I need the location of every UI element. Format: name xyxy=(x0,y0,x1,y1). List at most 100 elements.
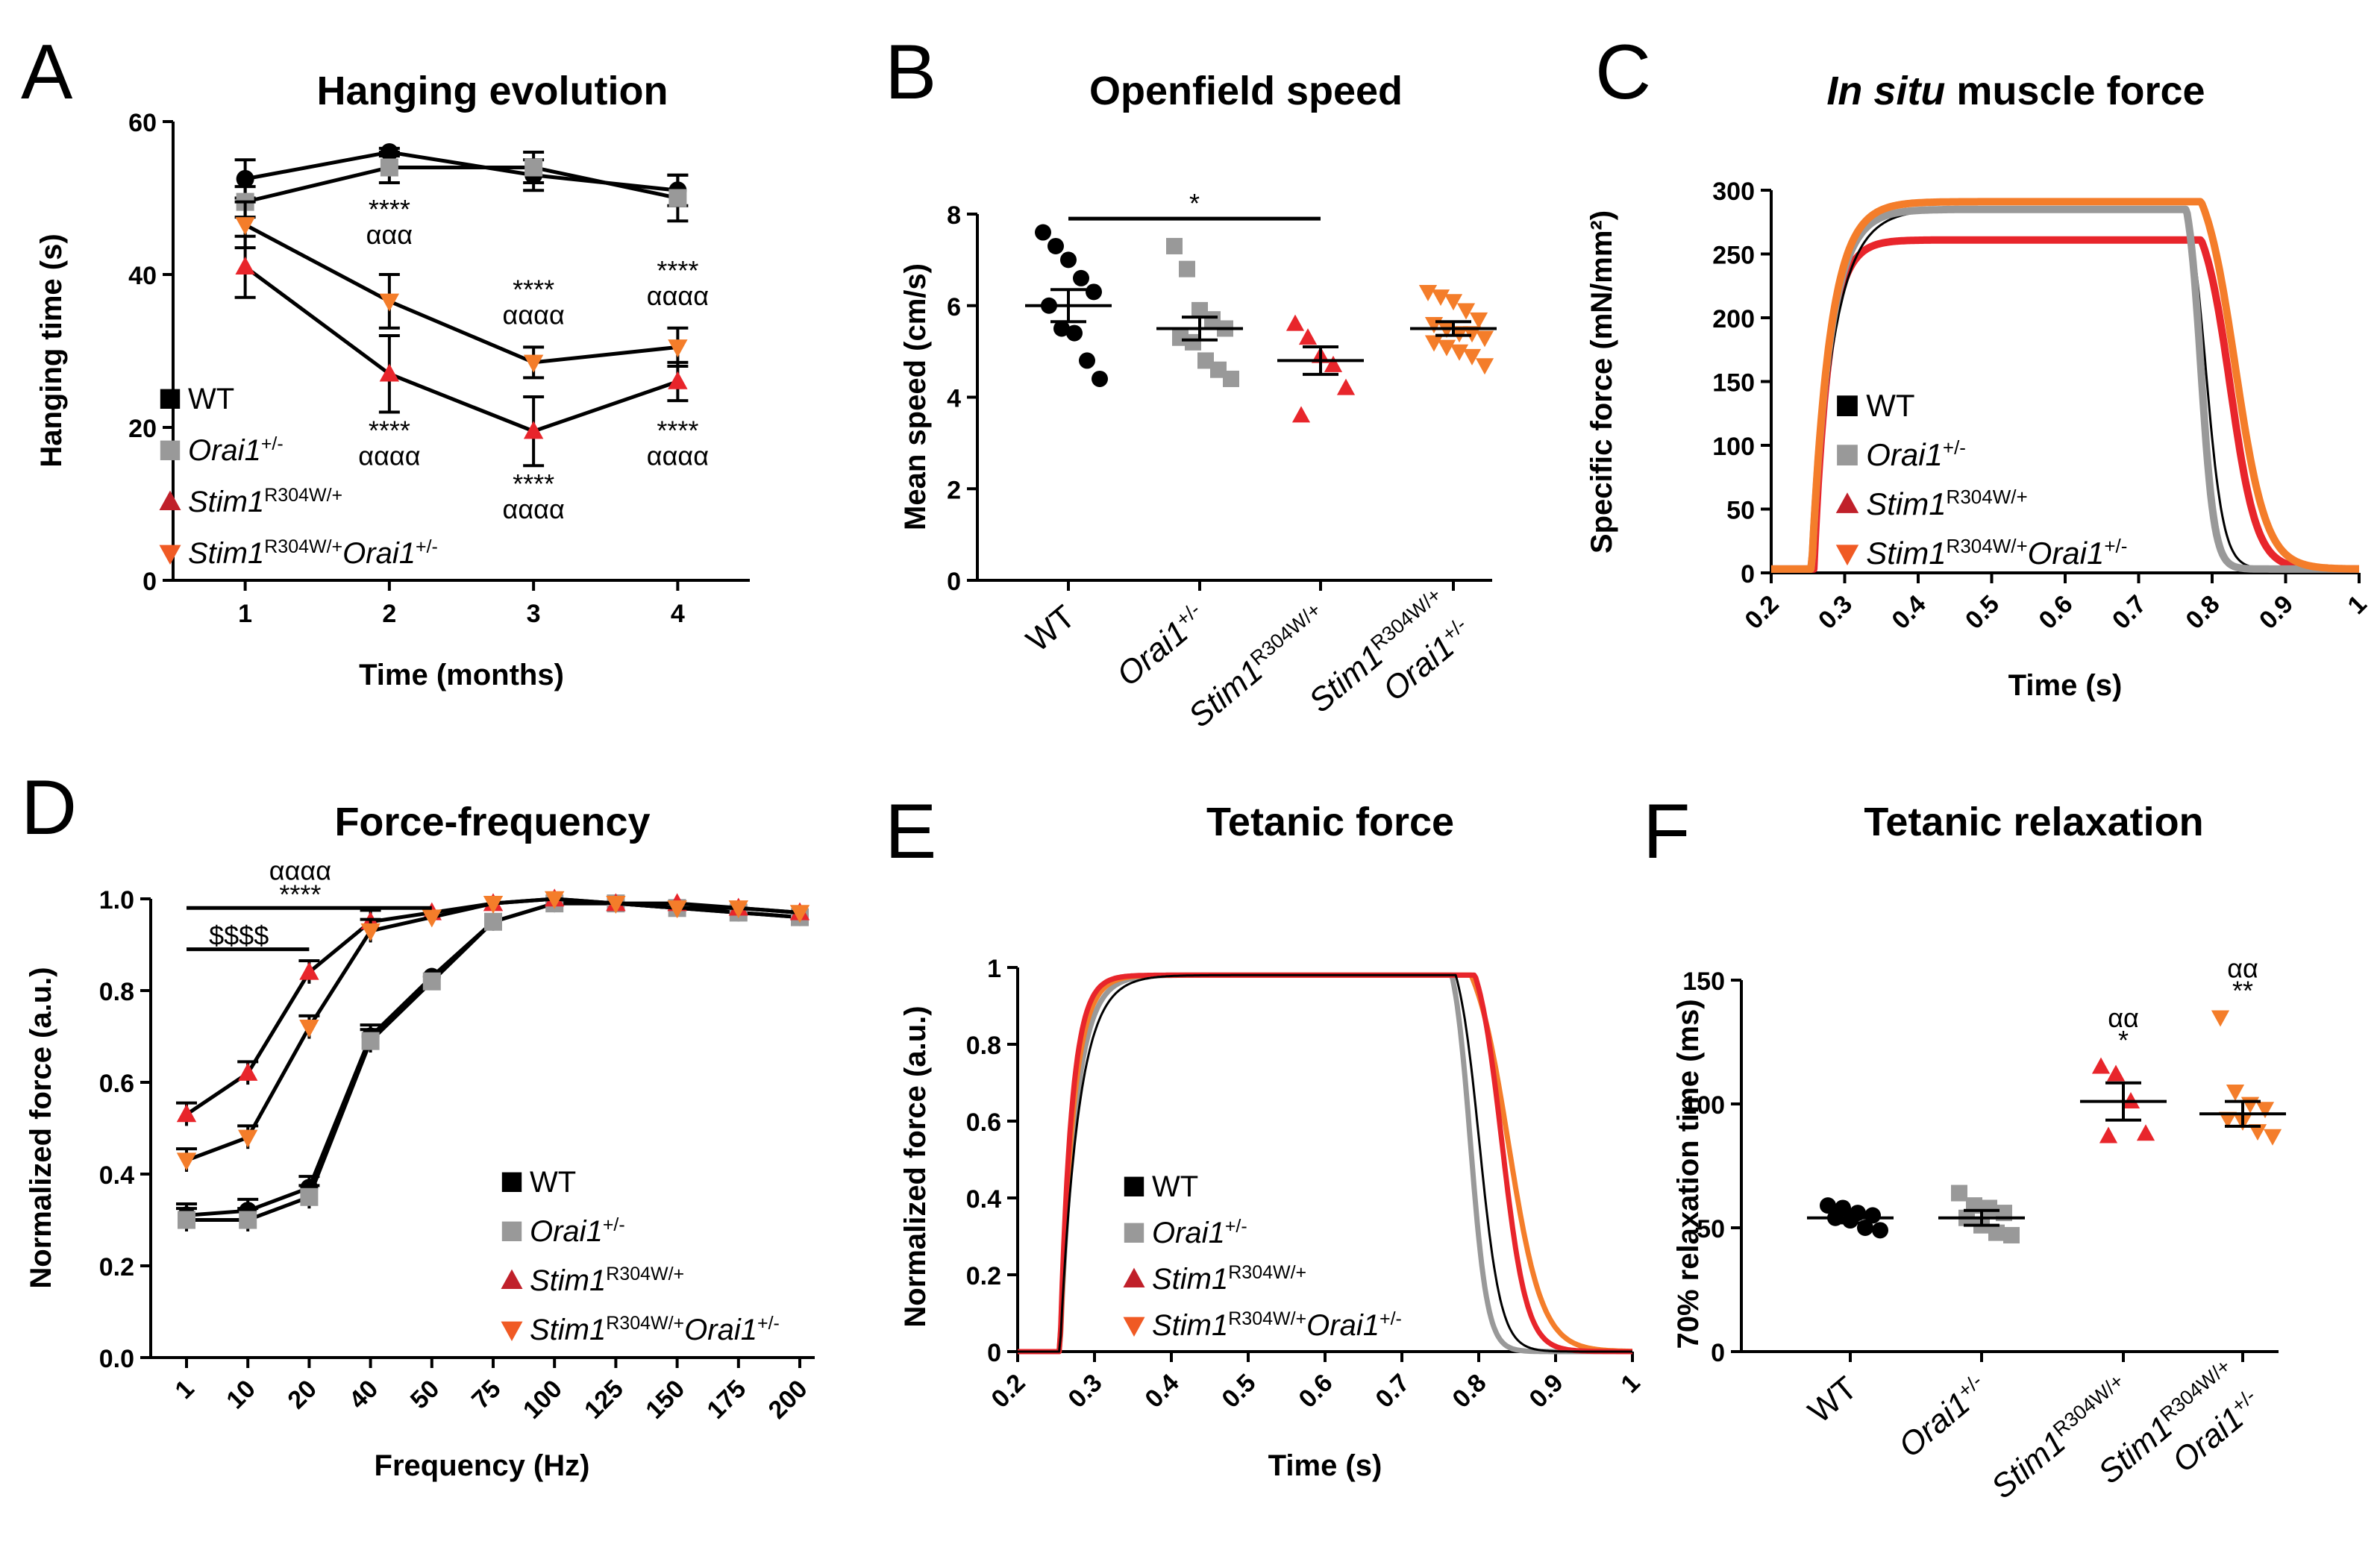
xtick-label-B-Orai1: Orai1+/- xyxy=(1110,598,1204,693)
data-point-B-Orai1 xyxy=(1223,370,1239,387)
legend-label-Orai1: Orai1+/- xyxy=(188,433,284,467)
ytick-label-F: 0 xyxy=(1711,1339,1725,1367)
ytick-label-D: 1.0 xyxy=(99,886,134,914)
data-point-B-Stim1 xyxy=(1324,355,1343,372)
legend-marker-Orai1 xyxy=(160,440,181,460)
xtick-label-E: 0.6 xyxy=(1293,1369,1338,1414)
xtick-label-E: 0.8 xyxy=(1447,1369,1491,1414)
xtick-label-C: 0.7 xyxy=(2107,590,2152,635)
xtick-label-E: 0.4 xyxy=(1139,1369,1184,1414)
data-point-B-Stim1 xyxy=(1291,406,1311,423)
ytick-label-D: 0.2 xyxy=(99,1253,134,1281)
ytick-label-B: 8 xyxy=(947,201,961,230)
data-point-D-Orai1 xyxy=(300,1188,319,1206)
data-point-A-Stim1Orai1 xyxy=(379,293,400,312)
legend-label-Orai1: Orai1+/- xyxy=(530,1214,625,1248)
legend-label-WT: WT xyxy=(1866,388,1914,423)
chart-title-F: Tetanic relaxation xyxy=(1864,800,2203,844)
legend-label-Orai1: Orai1+/- xyxy=(1152,1216,1247,1249)
y-axis-label-A: Hanging time (s) xyxy=(35,233,68,467)
data-point-F-Orai1 xyxy=(1981,1199,1997,1217)
legend-marker-WT xyxy=(501,1172,522,1192)
ytick-label-F: 100 xyxy=(1682,1091,1725,1120)
xtick-label-C: 1 xyxy=(2342,590,2372,620)
data-point-F-Stim1Orai1 xyxy=(2218,1111,2237,1129)
data-point-D-Stim1Orai1 xyxy=(299,1020,319,1038)
legend-label-Stim1Orai1: Stim1R304W/+Orai1+/- xyxy=(1866,535,2127,571)
ytick-label-C: 150 xyxy=(1712,369,1755,398)
annotation-stars-A: **** xyxy=(369,194,410,225)
data-point-D-Stim1Orai1 xyxy=(483,895,504,914)
legend-marker-WT xyxy=(1124,1176,1144,1196)
data-point-D-Orai1 xyxy=(484,912,502,931)
xtick-label-E: 0.5 xyxy=(1216,1369,1261,1414)
data-point-B-Stim1Orai1 xyxy=(1437,339,1456,357)
xtick-label-B-Stim1Orai1: Stim1R304W/+Orai1+/- xyxy=(1302,583,1471,720)
ytick-label-C: 50 xyxy=(1726,497,1755,525)
legend-label-Stim1Orai1: Stim1R304W/+Orai1+/- xyxy=(1152,1308,1402,1342)
xtick-label-D: 150 xyxy=(640,1375,690,1425)
x-axis-label-C: Time (s) xyxy=(2008,669,2123,702)
xtick-label-E: 0.9 xyxy=(1523,1369,1568,1414)
data-point-A-Stim1 xyxy=(668,371,688,389)
data-point-F-WT xyxy=(1820,1197,1836,1214)
ytick-label-F: 150 xyxy=(1682,967,1725,996)
data-point-A-Stim1Orai1 xyxy=(523,354,544,373)
data-point-F-WT xyxy=(1872,1222,1888,1239)
panel-label-F: F xyxy=(1643,788,1691,875)
data-point-D-Stim1Orai1 xyxy=(422,909,442,928)
ytick-label-D: 0.4 xyxy=(99,1161,134,1190)
data-point-D-Orai1 xyxy=(422,972,441,991)
data-point-B-Stim1Orai1 xyxy=(1450,344,1469,361)
data-point-B-Orai1 xyxy=(1191,301,1208,319)
ytick-label-C: 300 xyxy=(1712,178,1755,206)
data-point-A-Stim1Orai1 xyxy=(668,339,688,358)
annotation-alphas-A: ααα xyxy=(366,219,413,250)
data-point-B-Stim1 xyxy=(1336,378,1356,395)
xtick-label-E: 0.7 xyxy=(1370,1369,1415,1414)
data-point-A-Orai1 xyxy=(380,158,398,177)
ytick-label-C: 100 xyxy=(1712,433,1755,461)
data-point-B-Stim1 xyxy=(1298,328,1318,345)
xtick-label-D: 125 xyxy=(579,1375,629,1425)
ytick-label-A: 40 xyxy=(128,262,157,290)
xtick-label-A: 2 xyxy=(382,600,396,628)
xtick-text: WT xyxy=(1020,598,1083,659)
legend-marker-Stim1 xyxy=(501,1269,523,1290)
xtick-label-C: 0.4 xyxy=(1886,590,1931,635)
data-point-B-Orai1 xyxy=(1172,329,1189,346)
series-line-C-Orai1 xyxy=(1769,205,2361,573)
data-point-F-Stim1 xyxy=(2099,1126,2118,1143)
bracket-label-D: **** xyxy=(279,879,321,909)
x-axis-label-E: Time (s) xyxy=(1268,1449,1382,1482)
y-axis-label-D: Normalized force (a.u.) xyxy=(25,967,57,1288)
series-line-C-WT xyxy=(1771,208,2359,571)
data-point-A-Stim1 xyxy=(523,421,544,439)
series-line-E-Stim1Orai1 xyxy=(1016,972,1634,1355)
ytick-label-A: 60 xyxy=(128,109,157,137)
data-point-B-Stim1Orai1 xyxy=(1469,312,1488,329)
data-point-B-Stim1Orai1 xyxy=(1475,330,1494,348)
data-point-D-Stim1 xyxy=(299,961,319,980)
annotation-alphas-F: αα xyxy=(2227,953,2258,984)
xtick-label-D: 20 xyxy=(282,1375,322,1415)
ytick-label-B: 2 xyxy=(947,476,961,504)
data-point-D-Orai1 xyxy=(239,1211,257,1229)
data-point-B-WT xyxy=(1086,283,1102,301)
data-point-A-Stim1 xyxy=(235,256,255,274)
xtick-label-E: 0.3 xyxy=(1062,1369,1107,1414)
xtick-label-C: 0.9 xyxy=(2254,590,2299,635)
data-point-B-WT xyxy=(1053,320,1070,337)
series-line-A-Orai1 xyxy=(245,166,678,204)
bracket-label-D: $$$$ xyxy=(209,920,269,951)
chart-title-E: Tetanic force xyxy=(1206,800,1454,844)
x-axis-label-A: Time (months) xyxy=(359,659,564,691)
xtick-label-A: 4 xyxy=(671,600,685,628)
annotation-stars-F: ** xyxy=(2232,976,2253,1006)
data-point-B-Stim1Orai1 xyxy=(1424,335,1444,352)
legend-label-Stim1: Stim1R304W/+ xyxy=(1866,486,2027,521)
legend-label-WT: WT xyxy=(530,1166,576,1199)
data-point-B-Orai1 xyxy=(1197,352,1214,369)
series-line-A-Stim1 xyxy=(244,265,679,433)
data-point-B-WT xyxy=(1035,224,1051,241)
